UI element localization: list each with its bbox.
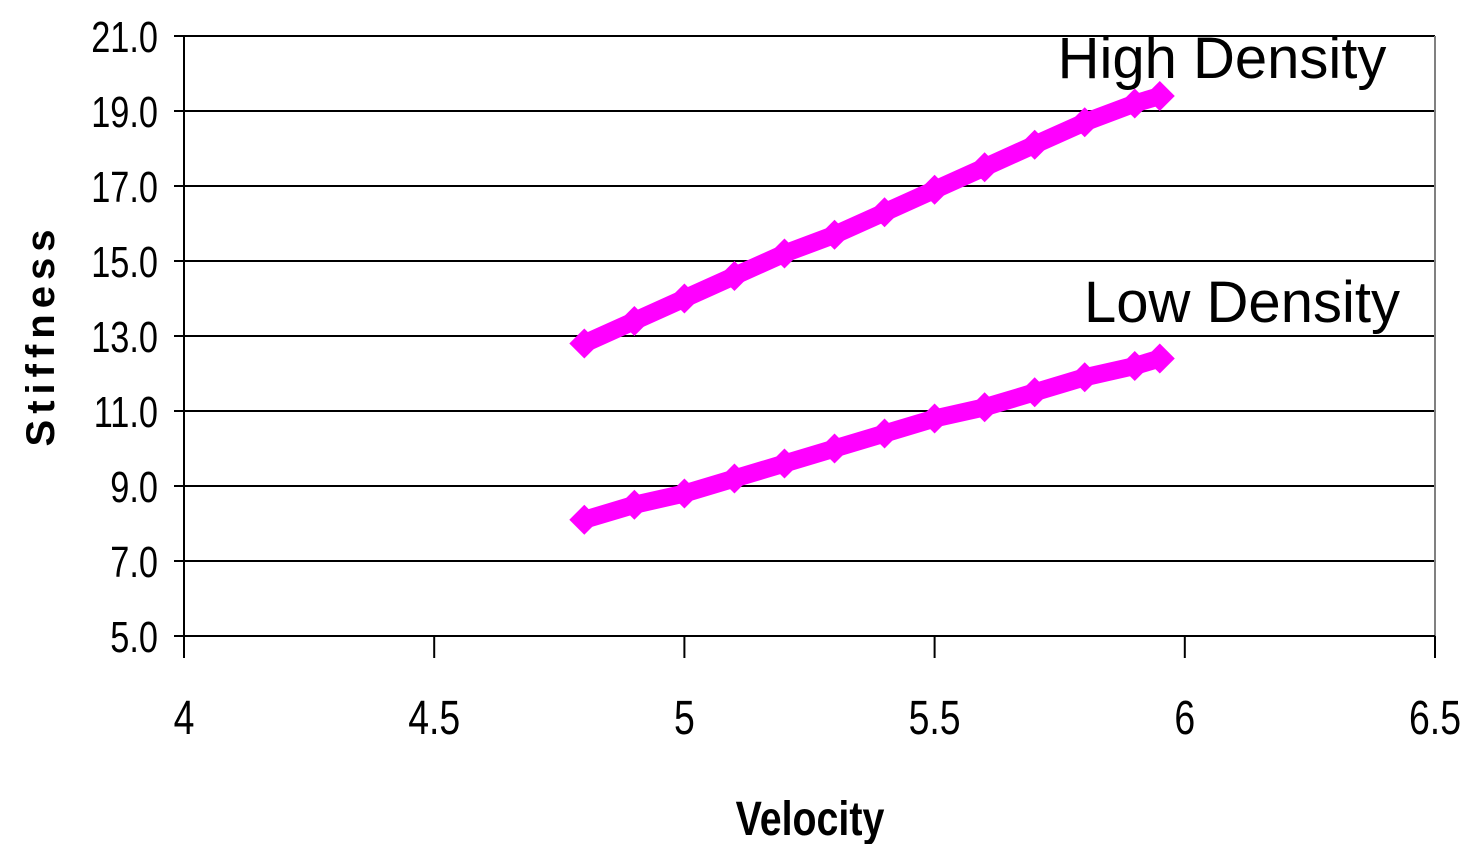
data-point-series1-7 — [919, 403, 950, 434]
y-axis-title: Stiffness — [19, 224, 63, 447]
y-tick-label-0: 5.0 — [110, 613, 158, 662]
x-tick-label-5: 6.5 — [1409, 692, 1461, 746]
data-point-series0-3 — [719, 261, 750, 291]
y-tick-label-3: 11.0 — [94, 388, 158, 437]
data-point-series0-4 — [769, 238, 800, 269]
data-point-series1-2 — [669, 478, 700, 509]
data-point-series1-6 — [869, 418, 900, 449]
data-point-series1-11 — [1119, 351, 1150, 381]
data-point-series0-8 — [969, 152, 1000, 183]
y-tick-label-8: 21.0 — [91, 13, 158, 62]
data-point-series1-10 — [1069, 362, 1100, 393]
data-point-series1-12 — [1144, 343, 1175, 374]
data-point-series1-0 — [569, 504, 600, 535]
data-point-series1-5 — [819, 433, 850, 464]
data-point-series1-1 — [619, 489, 650, 520]
y-tick-label-6: 17.0 — [91, 163, 158, 212]
y-tick-label-7: 19.0 — [91, 88, 158, 137]
data-point-series0-7 — [919, 174, 950, 205]
x-tick-label-1: 4.5 — [408, 692, 460, 746]
data-point-series0-0 — [569, 328, 600, 359]
data-point-series0-1 — [619, 306, 650, 336]
y-tick-label-4: 13.0 — [91, 313, 158, 362]
x-tick-label-2: 5 — [674, 692, 695, 746]
axes — [174, 35, 1436, 658]
series-label-1: Low Density — [1084, 270, 1400, 335]
tick-labels: 5.0 7.0 9.0 11.0 13.0 15.0 17.0 19.0 21.0 4 4.5 5 5.… — [91, 13, 1461, 745]
data-point-series0-10 — [1069, 107, 1100, 138]
data-point-series1-3 — [719, 463, 750, 494]
data-points — [569, 81, 1175, 535]
data-point-series0-12 — [1144, 81, 1175, 111]
series-trace-1 — [575, 349, 1169, 529]
x-tick-label-4: 6 — [1174, 692, 1195, 746]
series-labels: High Density Low Density — [1058, 26, 1400, 335]
data-point-series0-11 — [1119, 88, 1150, 119]
x-axis-title: Velocity — [736, 792, 885, 844]
data-point-series0-6 — [869, 197, 900, 228]
gridlines — [184, 35, 1435, 562]
series-label-0: High Density — [1058, 26, 1387, 91]
data-point-series1-9 — [1019, 377, 1050, 408]
y-tick-label-1: 7.0 — [110, 538, 158, 587]
data-point-series1-4 — [769, 448, 800, 479]
x-tick-label-3: 5.5 — [909, 692, 961, 746]
series-trace-0 — [575, 87, 1169, 353]
y-tick-label-5: 15.0 — [91, 238, 158, 287]
y-tick-label-2: 9.0 — [110, 463, 158, 512]
data-point-series0-2 — [669, 283, 700, 314]
data-point-series1-8 — [969, 392, 1000, 423]
data-point-series0-9 — [1019, 129, 1050, 160]
data-point-series0-5 — [819, 219, 850, 250]
x-tick-label-0: 4 — [174, 692, 195, 746]
